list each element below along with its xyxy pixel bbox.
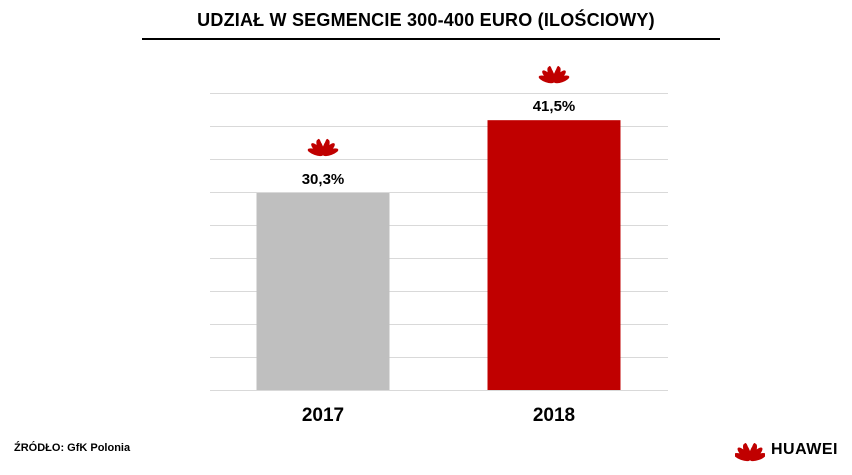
huawei-logo-icon	[735, 442, 765, 462]
data-label: 30,3%	[302, 171, 345, 188]
bars	[256, 120, 621, 390]
huawei-logo-icon	[307, 138, 339, 157]
logo-petal	[316, 138, 322, 155]
chart-title: UDZIAŁ W SEGMENCIE 300-400 EURO (ILOŚCIO…	[197, 10, 655, 30]
labels: 30,3% 2017 41,5% 2018	[302, 66, 576, 426]
logo-petal	[555, 66, 561, 83]
bar-2018	[487, 120, 621, 390]
logo-petal	[324, 138, 330, 155]
x-tick-label: 2017	[302, 405, 344, 426]
brand-logo: HUAWEI	[735, 436, 838, 464]
bar-2017	[256, 193, 390, 390]
huawei-logo-icon	[735, 442, 765, 462]
brand-name: HUAWEI	[771, 441, 838, 458]
logo-petal	[743, 442, 749, 460]
logo-petal	[751, 442, 757, 460]
huawei-logo-icon	[538, 66, 570, 84]
source-note: ŹRÓDŁO: GfK Polonia	[14, 442, 131, 454]
data-label: 41,5%	[533, 98, 576, 115]
title-underline	[142, 38, 720, 40]
logo-petal	[547, 66, 553, 83]
x-tick-label: 2018	[533, 405, 575, 426]
